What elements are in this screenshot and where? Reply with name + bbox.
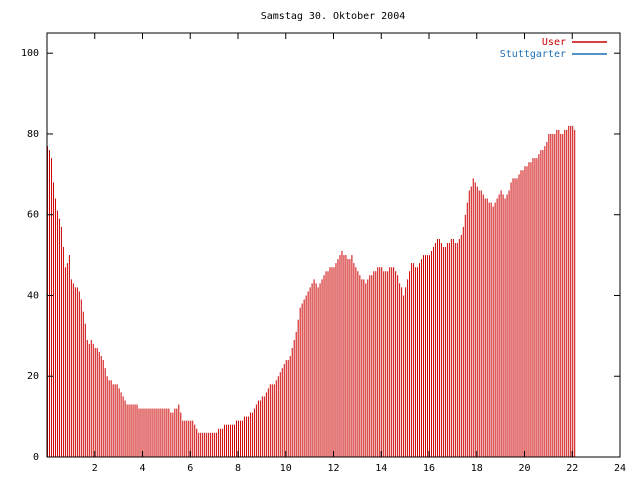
x-tick-label: 10 — [280, 463, 292, 474]
x-tick-label: 22 — [566, 463, 578, 474]
chart-title: Samstag 30. Oktober 2004 — [261, 11, 406, 22]
bars-group — [47, 125, 576, 457]
x-tick-label: 18 — [471, 463, 483, 474]
y-tick-label: 0 — [33, 452, 39, 463]
x-tick-label: 20 — [518, 463, 530, 474]
x-tick-label: 8 — [235, 463, 241, 474]
legend-label-stuttgarter: Stuttgarter — [500, 49, 566, 60]
x-tick-label: 2 — [92, 463, 98, 474]
x-tick-label: 6 — [187, 463, 193, 474]
x-tick-label: 12 — [327, 463, 339, 474]
x-tick-label: 24 — [614, 463, 626, 474]
y-tick-label: 60 — [27, 210, 39, 221]
legend-label-user: User — [542, 37, 566, 48]
y-tick-label: 100 — [21, 48, 39, 59]
x-tick-label: 14 — [375, 463, 387, 474]
x-tick-label: 4 — [139, 463, 145, 474]
y-tick-label: 20 — [27, 371, 39, 382]
legend: User Stuttgarter — [500, 37, 607, 60]
y-tick-label: 80 — [27, 129, 39, 140]
y-tick-label: 40 — [27, 290, 39, 301]
x-tick-label: 16 — [423, 463, 435, 474]
